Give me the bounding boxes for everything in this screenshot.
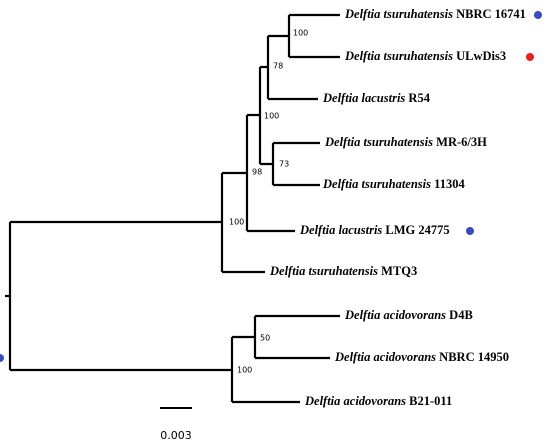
strain-name: LMG 24775	[385, 223, 449, 237]
taxon-name: Delftia lacustris	[299, 223, 382, 237]
bootstrap-value: 50	[260, 334, 270, 343]
taxon-name: Delftia tsuruhatensis	[344, 7, 453, 21]
bootstrap-value: 100	[237, 366, 252, 375]
taxon-name: Delftia acidovorans	[334, 350, 436, 364]
strain-name: NBRC 16741	[456, 7, 526, 21]
strain-name: MR-6/3H	[436, 135, 487, 149]
taxon-name: Delftia acidovorans	[344, 308, 446, 322]
strain-name: NBRC 14950	[439, 350, 509, 364]
strain-name: ULwDis3	[456, 49, 506, 63]
bootstrap-value: 98	[252, 168, 262, 177]
leaf-label: Delftia tsuruhatensis MTQ3	[269, 264, 417, 278]
strain-name: 11304	[434, 177, 465, 191]
branch	[5, 220, 232, 372]
bootstrap-value: 100	[264, 112, 279, 121]
strain-name: D4B	[449, 308, 473, 322]
leaf-marker	[466, 227, 474, 235]
leaf-label: Delftia acidovorans D4B	[344, 308, 473, 322]
strain-name: B21-011	[409, 394, 452, 408]
leaf-label: Delftia acidovorans B21-011	[304, 394, 452, 408]
taxon-name: Delftia tsuruhatensis	[344, 49, 453, 63]
strain-name: MTQ3	[381, 264, 417, 278]
taxon-name: Delftia tsuruhatensis	[324, 135, 433, 149]
leaf-marker	[534, 11, 542, 19]
taxon-name: Delftia lacustris	[322, 91, 405, 105]
leaf-label: Delftia tsuruhatensis NBRC 16741	[344, 7, 526, 21]
leaf-label: Delftia acidovorans NBRC 14950	[334, 350, 509, 364]
taxon-name: Delftia tsuruhatensis	[322, 177, 431, 191]
bootstrap-value: 78	[273, 62, 283, 71]
leaf-label: Delftia lacustris R54	[322, 91, 431, 105]
branches	[5, 13, 340, 404]
strain-name: R54	[408, 91, 430, 105]
leaf-marker	[526, 53, 534, 61]
bootstrap-value: 73	[279, 160, 289, 169]
scale-label: 0.003	[160, 429, 192, 442]
bootstrap-value: 100	[229, 218, 244, 227]
leaf-label: Delftia tsuruhatensis MR-6/3H	[324, 135, 487, 149]
leaf-marker	[0, 354, 4, 362]
leaf-label: Delftia lacustris LMG 24775	[299, 223, 450, 237]
taxon-name: Delftia acidovorans	[304, 394, 406, 408]
taxon-name: Delftia tsuruhatensis	[269, 264, 378, 278]
leaf-label: Delftia tsuruhatensis ULwDis3	[344, 49, 506, 63]
leaf-label: Delftia tsuruhatensis 11304	[322, 177, 465, 191]
bootstrap-value: 100	[293, 29, 308, 38]
